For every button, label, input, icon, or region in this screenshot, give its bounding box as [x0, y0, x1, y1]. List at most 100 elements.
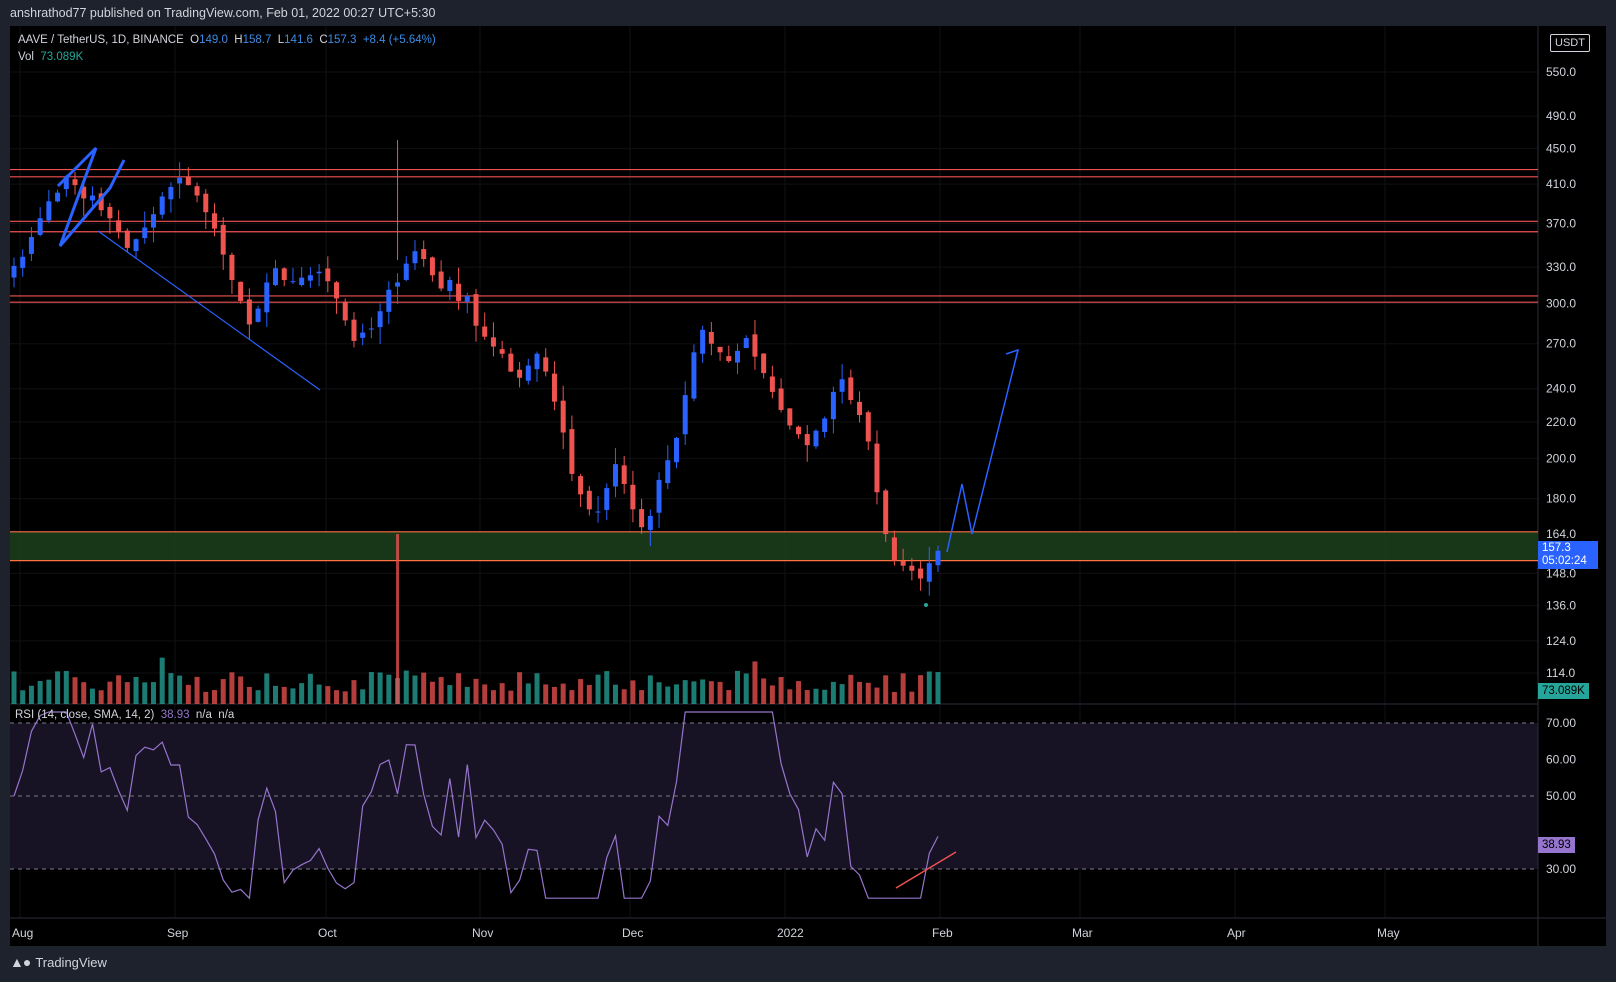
volume-bar: [813, 688, 819, 704]
rsi-tick-label: 50.00: [1546, 789, 1576, 803]
currency-button[interactable]: USDT: [1550, 34, 1590, 52]
candle-body: [246, 299, 252, 325]
candle-body: [28, 237, 34, 254]
rsi-label[interactable]: RSI (14, close, SMA, 14, 2): [15, 709, 155, 721]
volume-bar: [935, 672, 941, 704]
volume-bar: [412, 675, 418, 704]
volume-value: 73.089K: [40, 51, 84, 63]
price-tick-label: 270.0: [1546, 337, 1576, 351]
high-label: H: [234, 34, 243, 46]
candle-body: [299, 277, 305, 286]
volume-bar: [299, 683, 305, 704]
candle-body: [81, 186, 87, 199]
candle-body: [63, 176, 69, 190]
candle-body: [830, 391, 836, 420]
volume-bar: [377, 672, 383, 704]
rsi-divergence-line: [895, 851, 957, 889]
tradingview-mark-icon: ▲●: [10, 954, 31, 970]
volume-bar: [900, 673, 906, 704]
volume-label[interactable]: Vol: [18, 51, 34, 63]
volume-bar: [543, 684, 549, 704]
candle-body: [900, 561, 906, 566]
candle-body: [778, 388, 784, 410]
candle-body: [412, 251, 418, 264]
time-tick-label: Sep: [167, 926, 189, 940]
candle-body: [447, 280, 453, 292]
rsi-value: 38.93: [160, 709, 190, 721]
price-tick-label: 220.0: [1546, 415, 1576, 429]
time-tick-label: Feb: [932, 926, 953, 940]
time-tick-label: Nov: [472, 926, 493, 940]
volume-bar: [168, 673, 174, 704]
time-tick-label: May: [1377, 926, 1400, 940]
price-tick-label: 124.0: [1546, 634, 1576, 648]
volume-bar: [909, 691, 915, 704]
tradingview-logo[interactable]: ▲● TradingView: [10, 954, 107, 970]
volume-bar: [360, 689, 366, 704]
price-tick-label: 410.0: [1546, 177, 1576, 191]
candle-body: [735, 350, 741, 363]
candle-body: [621, 465, 627, 484]
close-label: C: [319, 34, 328, 46]
volume-bar: [682, 680, 688, 704]
candle-body: [307, 275, 313, 281]
volume-bar: [159, 657, 165, 704]
volume-bar: [238, 676, 244, 704]
volume-bar: [752, 661, 758, 704]
volume-bar: [499, 683, 505, 704]
rsi-legend: RSI (14, close, SMA, 14, 2) 38.93 n/a n/…: [15, 709, 234, 721]
volume-bar: [124, 682, 130, 704]
candle-body: [55, 192, 61, 202]
candle-body: [787, 408, 793, 426]
candle-body: [194, 186, 200, 196]
volume-bar: [307, 673, 313, 704]
candle-body: [708, 332, 714, 344]
volume-bar: [665, 686, 671, 704]
brand-label: TradingView: [35, 954, 107, 970]
candle-body: [281, 268, 287, 281]
volume-bar: [229, 672, 235, 704]
volume-bar: [290, 688, 296, 704]
candle-body: [238, 281, 244, 301]
candle-body: [726, 356, 732, 362]
price-tick-label: 180.0: [1546, 492, 1576, 506]
price-tick-label: 330.0: [1546, 260, 1576, 274]
volume-bars: [11, 534, 941, 704]
volume-bar: [72, 677, 78, 704]
volume-bar: [220, 679, 226, 704]
volume-bar: [281, 686, 287, 704]
volume-bar: [778, 677, 784, 704]
volume-tag: 73.089K: [1538, 683, 1589, 699]
symbol-label[interactable]: AAVE / TetherUS, 1D, BINANCE: [18, 34, 184, 46]
volume-bar: [534, 673, 540, 704]
volume-bar: [194, 676, 200, 704]
volume-bar: [621, 689, 627, 704]
candle-body: [517, 369, 523, 378]
bar-countdown: 05:02:24: [1542, 555, 1587, 567]
open-label: O: [190, 34, 200, 46]
candle-body: [508, 353, 514, 372]
volume-bar: [133, 677, 139, 704]
volume-bar: [185, 684, 191, 704]
candle-body: [560, 400, 566, 433]
volume-bar: [342, 691, 348, 704]
candle-body: [11, 265, 17, 278]
candle-body: [20, 256, 26, 268]
candle-body: [159, 196, 165, 215]
volume-bar: [211, 690, 217, 704]
candle-body: [37, 218, 43, 235]
volume-bar: [830, 681, 836, 704]
volume-bar: [150, 682, 156, 704]
price-tick-label: 200.0: [1546, 451, 1576, 465]
volume-bar: [787, 689, 793, 704]
volume-bar: [857, 681, 863, 704]
candle-body: [769, 376, 775, 392]
volume-bar: [334, 690, 340, 704]
price-tick-label: 148.0: [1546, 566, 1576, 580]
flag-drawing: [56, 146, 126, 247]
candle-body: [534, 353, 540, 370]
change-value: +8.4 (+5.64%): [362, 34, 436, 46]
volume-bar: [508, 690, 514, 704]
candle-body: [203, 193, 209, 213]
